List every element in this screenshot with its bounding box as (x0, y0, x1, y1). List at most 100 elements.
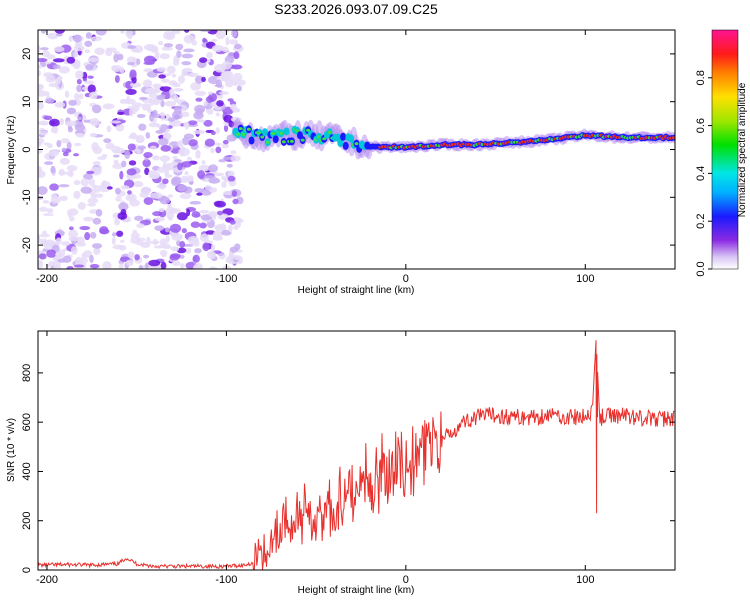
spectrogram-speckle (212, 230, 223, 240)
spectrogram-speckle (61, 241, 71, 246)
spectrogram-speckle (120, 185, 130, 190)
spectrogram-speckle (62, 255, 72, 263)
spectrogram-speckle (159, 86, 172, 92)
spectrogram-speckle (74, 124, 86, 132)
spectrogram-speckle (73, 153, 80, 157)
spectrogram-speckle (192, 265, 198, 269)
spectrogram-speckle (89, 231, 97, 239)
spectrogram-speckle (152, 211, 163, 217)
spectrogram-speckle (215, 112, 221, 117)
spectrogram-speckle (111, 232, 117, 237)
spectrogram-speckle (50, 165, 56, 174)
spectrogram-speckle (38, 83, 44, 91)
spectrogram-xtick-label: -100 (215, 273, 237, 285)
spectrogram-speckle (167, 117, 176, 122)
spectrogram-speckle (143, 254, 150, 259)
spectrogram-speckle (87, 84, 96, 94)
spectrogram-speckle (68, 35, 74, 42)
spectrogram-speckle (89, 91, 98, 100)
spectrogram-speckle (64, 120, 77, 127)
spectrogram-speckle (194, 90, 207, 97)
spectrogram-speckle (105, 142, 115, 150)
spectrogram-speckle (158, 207, 165, 213)
spectrogram-speckle (214, 200, 226, 208)
spectrogram-speckle (135, 138, 145, 143)
spectrogram-speckle (194, 75, 204, 84)
spectrogram-speckle (129, 69, 137, 79)
spectrogram-speckle (48, 118, 60, 127)
spectrogram-speckle (38, 137, 45, 145)
spectrogram-speckle (156, 67, 167, 73)
spectrogram-speckle (109, 120, 122, 124)
spectrogram-speckle (154, 225, 165, 232)
spectrogram-speckle (50, 193, 58, 200)
spectrogram-speckle (171, 177, 180, 187)
spectrogram-speckle (114, 187, 121, 195)
spectrogram-speckle (141, 103, 152, 111)
spectrogram-speckle (39, 206, 48, 212)
spectrogram-speckle (59, 195, 68, 202)
spectrogram-speckle (84, 49, 91, 54)
spectrogram-speckle (38, 170, 46, 179)
spectrogram-speckle (231, 64, 243, 70)
spectrogram-speckle (125, 30, 133, 38)
spectrogram-speckle (182, 243, 194, 247)
spectrogram-speckle (46, 249, 57, 258)
spectrogram-speckle (55, 32, 63, 37)
spectrogram-speckle (66, 141, 72, 151)
spectrogram-ridge-core (337, 138, 344, 147)
spectrogram-speckle (111, 236, 116, 245)
spectrogram-speckle (38, 186, 48, 195)
spectrogram-speckle (38, 259, 44, 269)
spectrogram-speckle (89, 132, 98, 138)
spectrogram-speckle (121, 160, 127, 168)
spectrogram-ridge-peak (327, 130, 332, 134)
spectrogram-ridge-peak (281, 140, 286, 144)
spectrogram-speckle (60, 138, 70, 144)
spectrogram-speckle (229, 155, 241, 162)
spectrogram-speckle (92, 217, 102, 225)
spectrogram-speckle (145, 132, 151, 139)
spectrogram-ytick-label: -10 (21, 189, 33, 205)
spectrogram-speckle (154, 217, 166, 222)
spectrogram-speckle (168, 80, 178, 86)
spectrogram-speckle (179, 193, 192, 200)
spectrogram-speckle (187, 72, 199, 78)
colorbar-tick-label: 0.6 (695, 118, 707, 133)
spectrogram-speckle (78, 93, 84, 100)
spectrogram-ytick-label: 10 (21, 96, 33, 108)
colorbar-tick-label: 0.4 (695, 166, 707, 181)
spectrogram-speckle (123, 98, 136, 105)
spectrogram-speckle (227, 175, 236, 182)
spectrogram-speckle (89, 117, 100, 127)
spectrogram-speckle (185, 247, 192, 254)
spectrogram-speckle (222, 156, 232, 160)
spectrogram-speckle (55, 237, 62, 245)
spectrogram-speckle (172, 260, 181, 267)
spectrogram-speckle (38, 69, 41, 77)
spectrogram-speckle (221, 143, 230, 149)
spectrogram-speckle (112, 50, 120, 54)
spectrogram-speckle (114, 147, 126, 154)
spectrogram-speckle (42, 213, 54, 217)
spectrogram-speckle (127, 251, 135, 259)
spectrogram-speckle (106, 186, 113, 190)
spectrogram-speckle (66, 107, 77, 115)
spectrogram-speckle (196, 119, 206, 123)
spectrogram-speckle (128, 107, 134, 117)
spectrogram-speckle (166, 211, 175, 220)
spectrogram-speckle (91, 243, 103, 249)
spectrogram-speckle (143, 197, 154, 205)
spectrogram-speckle (126, 168, 137, 176)
spectrogram-speckle (132, 229, 138, 235)
spectrogram-ridge-core (340, 132, 347, 141)
spectrogram-ridge-peak (295, 129, 300, 133)
spectrogram-speckle (56, 139, 62, 148)
snr-xtick-label: -100 (215, 574, 237, 586)
spectrogram-speckle (221, 181, 227, 188)
spectrogram-speckle (162, 132, 172, 140)
spectrogram-ridge-peak (271, 132, 276, 136)
spectrogram-speckle (165, 129, 171, 133)
spectrogram-speckle (66, 265, 74, 269)
spectrogram-speckle (164, 100, 177, 107)
